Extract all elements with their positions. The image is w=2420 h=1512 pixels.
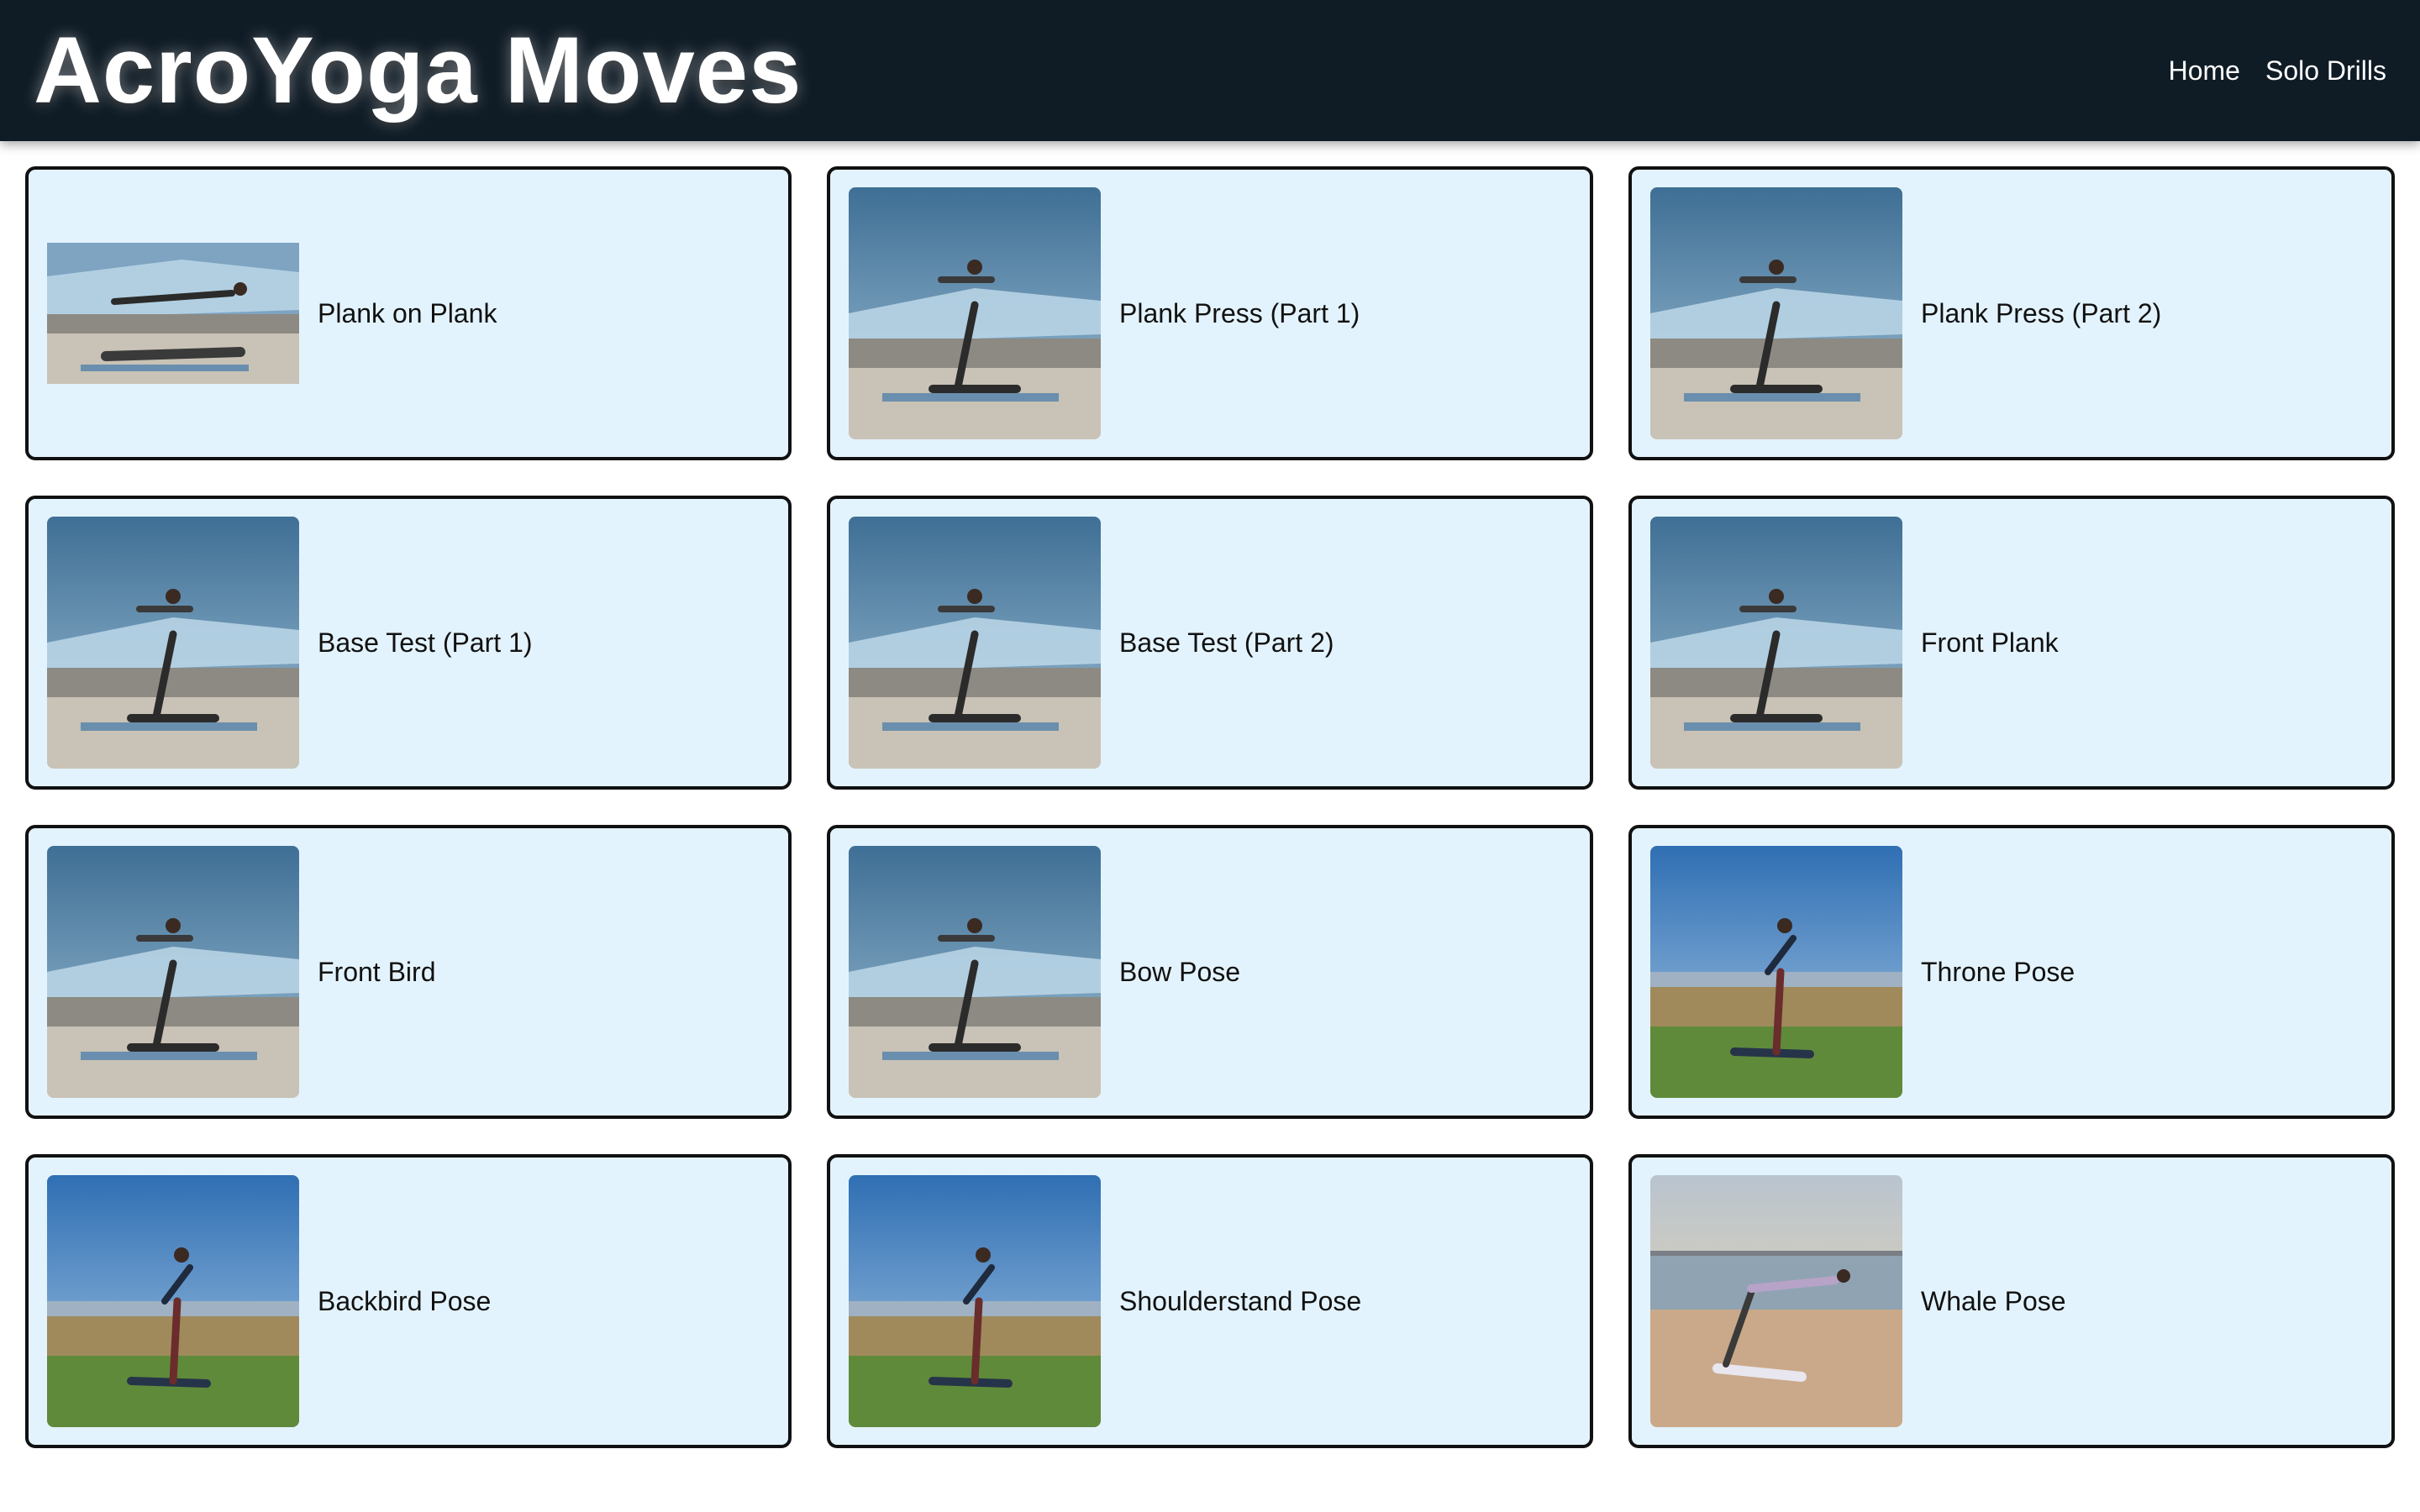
move-card-label: Plank Press (Part 1) [1119,297,1360,328]
move-card-label: Plank Press (Part 2) [1921,297,2162,328]
move-card-plank-press-2[interactable]: Plank Press (Part 2) [1628,166,2395,460]
move-photo [849,187,1101,439]
move-photo [47,517,299,769]
move-card-plank-press-1[interactable]: Plank Press (Part 1) [827,166,1593,460]
move-card-whale-pose[interactable]: Whale Pose [1628,1154,2395,1448]
move-card-label: Shoulderstand Pose [1119,1285,1362,1316]
move-card-backbird-pose[interactable]: Backbird Pose [25,1154,792,1448]
move-card-label: Base Test (Part 2) [1119,627,1334,658]
site-header: AcroYoga Moves Home Solo Drills [0,0,2420,141]
move-photo [1650,187,1902,439]
move-card-label: Plank on Plank [318,297,497,328]
move-photo [47,846,299,1098]
move-card-label: Front Bird [318,956,436,987]
move-card-front-plank[interactable]: Front Plank [1628,496,2395,790]
move-card-label: Whale Pose [1921,1285,2066,1316]
main-nav: Home Solo Drills [2169,47,2386,94]
nav-home-link[interactable]: Home [2168,55,2240,86]
move-card-label: Front Plank [1921,627,2059,658]
move-card-shoulderstand-pose[interactable]: Shoulderstand Pose [827,1154,1593,1448]
move-card-label: Bow Pose [1119,956,1241,987]
move-card-base-test-2[interactable]: Base Test (Part 2) [827,496,1593,790]
move-photo [1650,517,1902,769]
move-card-throne-pose[interactable]: Throne Pose [1628,825,2395,1119]
move-card-label: Base Test (Part 1) [318,627,533,658]
nav-solo-drills-link[interactable]: Solo Drills [2265,55,2386,86]
move-photo [849,846,1101,1098]
move-photo [849,517,1101,769]
move-card-front-bird[interactable]: Front Bird [25,825,792,1119]
move-photo [849,1175,1101,1427]
move-card-label: Throne Pose [1921,956,2075,987]
move-card-label: Backbird Pose [318,1285,492,1316]
move-photo [47,243,299,384]
move-card-plank-on-plank[interactable]: Plank on Plank [25,166,792,460]
move-card-bow-pose[interactable]: Bow Pose [827,825,1593,1119]
move-photo [1650,846,1902,1098]
move-photo [1650,1175,1902,1427]
move-card-base-test-1[interactable]: Base Test (Part 1) [25,496,792,790]
site-title: AcroYoga Moves [34,18,802,123]
move-photo [47,1175,299,1427]
moves-grid: Plank on Plank Plank Press (Part 1) Plan… [25,166,2395,1448]
